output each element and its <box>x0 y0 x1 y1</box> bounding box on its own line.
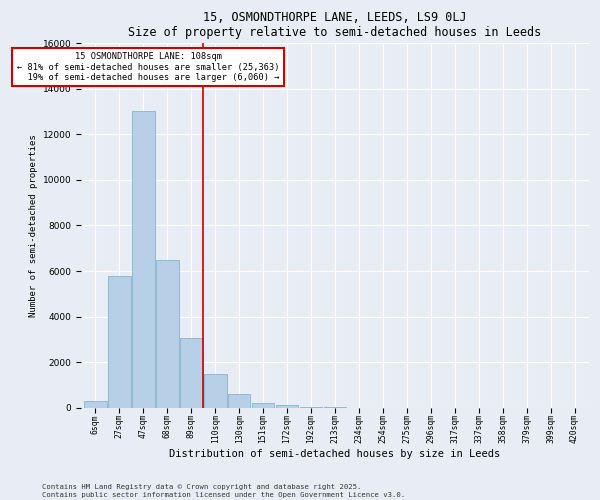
Bar <box>251 402 274 408</box>
Bar <box>156 260 179 408</box>
Bar <box>204 374 227 408</box>
Bar <box>84 401 107 408</box>
Bar <box>323 407 346 408</box>
Bar <box>227 394 250 408</box>
Bar <box>275 405 298 408</box>
Bar <box>132 112 155 408</box>
Bar <box>180 338 203 408</box>
Bar <box>299 406 322 408</box>
Text: 15 OSMONDTHORPE LANE: 108sqm
← 81% of semi-detached houses are smaller (25,363)
: 15 OSMONDTHORPE LANE: 108sqm ← 81% of se… <box>17 52 279 82</box>
Title: 15, OSMONDTHORPE LANE, LEEDS, LS9 0LJ
Size of property relative to semi-detached: 15, OSMONDTHORPE LANE, LEEDS, LS9 0LJ Si… <box>128 11 542 39</box>
Bar <box>108 276 131 408</box>
Text: Contains HM Land Registry data © Crown copyright and database right 2025.
Contai: Contains HM Land Registry data © Crown c… <box>42 484 405 498</box>
X-axis label: Distribution of semi-detached houses by size in Leeds: Distribution of semi-detached houses by … <box>169 449 500 459</box>
Y-axis label: Number of semi-detached properties: Number of semi-detached properties <box>29 134 38 317</box>
